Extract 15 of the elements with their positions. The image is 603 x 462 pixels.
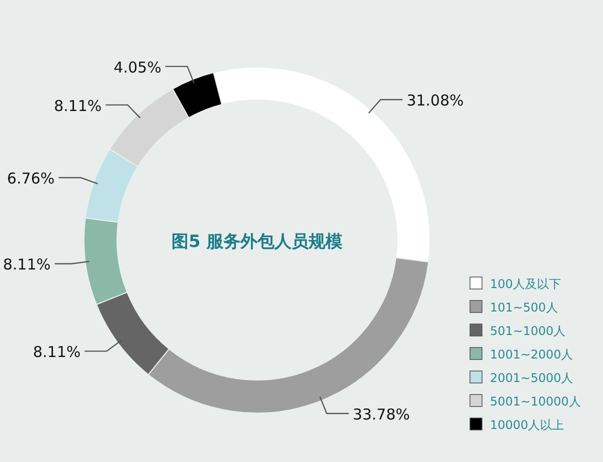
- data-label: 8.11%: [32, 343, 81, 362]
- legend-label: 1001~2000人: [490, 348, 574, 362]
- legend-label: 501~1000人: [490, 324, 566, 338]
- data-label: 31.08%: [406, 92, 464, 110]
- legend-label: 5001~10000人: [490, 394, 581, 408]
- data-label: 8.11%: [3, 256, 51, 274]
- data-label: 4.05%: [114, 58, 162, 76]
- legend-label: 10000人以上: [490, 418, 564, 432]
- data-label: 33.78%: [352, 406, 410, 424]
- legend-label: 101~500人: [490, 300, 558, 314]
- text: 图5 服务外包人员规模: [172, 232, 342, 252]
- data-label: 8.11%: [54, 96, 102, 115]
- legend-label: 100人及以下: [490, 277, 561, 291]
- legend-label: 2001~5000人: [490, 371, 574, 385]
- data-label: 6.76%: [7, 170, 55, 188]
